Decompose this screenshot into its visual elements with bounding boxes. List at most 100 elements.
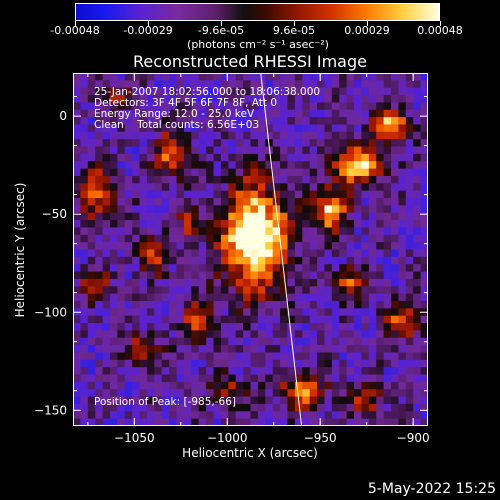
heatmap-cell [346,190,355,199]
heatmap-cell [368,95,377,104]
heatmap-cell [317,389,326,398]
heatmap-cell [391,161,400,170]
heatmap-cell [183,87,192,96]
heatmap-cell [154,102,163,111]
heatmap-cell [228,234,237,243]
heatmap-cell [398,139,407,148]
heatmap-cell [206,374,215,383]
heatmap-cell [317,234,326,243]
heatmap-cell [398,168,407,177]
heatmap-cell [146,102,155,111]
heatmap-cell [154,308,163,317]
heatmap-cell [132,418,141,426]
heatmap-cell [80,95,89,104]
heatmap-cell [405,131,414,140]
heatmap-cell [413,212,422,221]
heatmap-cell [361,278,370,287]
heatmap-cell [250,205,259,214]
heatmap-cell [287,411,296,420]
heatmap-cell [206,278,215,287]
heatmap-cell [413,264,422,273]
heatmap-cell [176,190,185,199]
heatmap-cell [87,264,96,273]
heatmap-cell [154,212,163,221]
heatmap-cell [132,411,141,420]
heatmap-cell [324,161,333,170]
heatmap-cell [139,345,148,354]
heatmap-cell [191,227,200,236]
heatmap-cell [124,381,133,390]
heatmap-cell [87,323,96,331]
heatmap-cell [257,381,266,390]
heatmap-cell [102,168,111,177]
heatmap-cell [354,323,363,331]
heatmap-cell [220,175,229,184]
heatmap-cell [169,411,178,420]
heatmap-cell [257,198,266,206]
heatmap-cell [169,102,178,111]
heatmap-cell [398,161,407,170]
heatmap-cell [391,323,400,331]
heatmap-cell [302,161,311,170]
heatmap-cell [191,117,200,126]
heatmap-cell [139,367,148,376]
heatmap-cell [176,153,185,162]
heatmap-cell [294,190,303,199]
heatmap-cell [117,411,126,420]
heatmap-cell [124,264,133,273]
heatmap-cell [243,403,252,412]
heatmap-cell [257,153,266,162]
heatmap-cell [183,403,192,412]
heatmap-cell [213,389,222,398]
heatmap-cell [376,227,385,236]
heatmap-cell [339,183,348,192]
heatmap-cell [220,168,229,177]
heatmap-cell [235,87,244,96]
heatmap-cell [398,359,407,368]
heatmap-cell [413,403,422,412]
heatmap-cell [132,293,141,302]
heatmap-cell [87,411,96,420]
heatmap-cell [228,337,237,346]
heatmap-cell [117,345,126,354]
heatmap-cell [154,146,163,155]
heatmap-cell [361,102,370,111]
heatmap-cell [206,242,215,251]
heatmap-cell [317,308,326,317]
heatmap-cell [117,95,126,104]
heatmap-cell [317,183,326,192]
heatmap-cell [206,367,215,376]
heatmap-cell [198,359,207,368]
heatmap-cell [257,183,266,192]
heatmap-cell [191,330,200,339]
heatmap-cell [398,293,407,302]
heatmap-cell [213,131,222,140]
heatmap-cell [383,271,392,280]
heatmap-cell [176,256,185,265]
heatmap-cell [124,256,133,265]
heatmap-cell [383,124,392,133]
heatmap-cell [80,345,89,354]
heatmap-cell [243,234,252,243]
heatmap-cell [176,403,185,412]
heatmap-cell [146,109,155,118]
heatmap-cell [302,374,311,383]
heatmap-cell [265,117,274,126]
heatmap-cell [309,220,318,229]
heatmap-cell [368,249,377,258]
heatmap-cell [139,102,148,111]
heatmap-cell [109,80,118,89]
heatmap-cell [339,102,348,111]
heatmap-cell [191,131,200,140]
heatmap-cell [87,212,96,221]
heatmap-cell [213,242,222,251]
heatmap-cell [139,359,148,368]
heatmap-cell [161,300,170,309]
heatmap-cell [376,315,385,324]
heatmap-cell [287,80,296,89]
heatmap-cell [154,234,163,243]
heatmap-cell [376,403,385,412]
heatmap-cell [257,256,266,265]
heatmap-cell [265,168,274,177]
heatmap-cell [169,264,178,273]
